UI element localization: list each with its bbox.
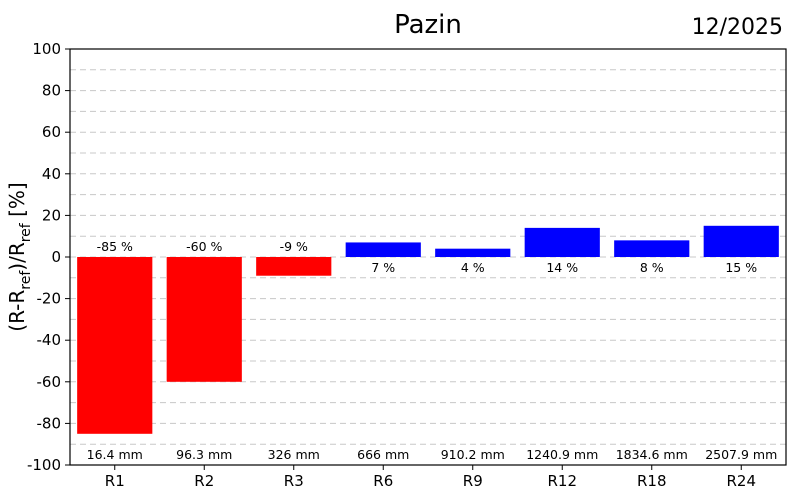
plot-frame — [69, 48, 787, 466]
y-axis-label: (R-Rref)/Rref [%] — [5, 182, 34, 331]
y-tick-label: -20 — [37, 290, 62, 308]
value-label: -60 % — [186, 239, 222, 254]
y-tick-label: 20 — [42, 206, 61, 224]
precip-label: 666 mm — [357, 447, 409, 462]
bar-R6 — [345, 242, 421, 257]
data-labels: -85 % 16.4 mm -60 % 96.3 mm -9 % 326 mm 7 % 666… — [87, 239, 778, 462]
precip-label: 326 mm — [268, 447, 320, 462]
y-tick-label: -100 — [27, 456, 61, 474]
bar-R1 — [77, 257, 153, 434]
bar-R9 — [435, 248, 511, 257]
chart-date: 12/2025 — [692, 15, 783, 40]
precip-label: 16.4 mm — [87, 447, 143, 462]
x-tick-label: R6 — [373, 472, 393, 490]
y-tick-label: 0 — [51, 248, 61, 266]
bar-R18 — [614, 240, 690, 257]
y-tick-label: 80 — [42, 82, 61, 100]
precip-label: 2507.9 mm — [705, 447, 777, 462]
precip-label: 1240.9 mm — [526, 447, 598, 462]
x-tick-label: R24 — [726, 472, 756, 490]
y-tick-label: 40 — [42, 165, 61, 183]
value-label: -9 % — [280, 239, 308, 254]
y-tick-label: -40 — [37, 331, 62, 349]
x-tick-label: R12 — [547, 472, 577, 490]
value-label: 4 % — [461, 260, 485, 275]
bar-R12 — [524, 227, 600, 257]
x-tick-label: R1 — [105, 472, 125, 490]
bar-R24 — [703, 225, 779, 257]
value-label: 14 % — [546, 260, 578, 275]
y-tick-label: -60 — [37, 373, 62, 391]
value-label: 7 % — [371, 260, 395, 275]
x-tick-label: R9 — [463, 472, 483, 490]
value-label: 8 % — [640, 260, 664, 275]
value-label: 15 % — [725, 260, 757, 275]
bar-R2 — [166, 257, 242, 382]
bars — [77, 225, 779, 434]
y-axis-ticks: -100 -80 -60 -40 -20 0 20 40 60 80 100 — [27, 40, 70, 474]
x-tick-label: R18 — [637, 472, 667, 490]
x-axis-ticks: R1 R2 R3 R6 R9 R12 R18 R24 — [105, 465, 756, 490]
precip-label: 96.3 mm — [176, 447, 232, 462]
precip-label: 910.2 mm — [441, 447, 505, 462]
x-tick-label: R2 — [194, 472, 214, 490]
chart-title: Pazin — [394, 10, 462, 40]
y-tick-label: 100 — [32, 40, 61, 58]
y-tick-label: 60 — [42, 123, 61, 141]
value-label: -85 % — [97, 239, 133, 254]
y-tick-label: -80 — [37, 414, 62, 432]
bar-R3 — [256, 257, 332, 276]
precip-label: 1834.6 mm — [616, 447, 688, 462]
x-tick-label: R3 — [284, 472, 304, 490]
